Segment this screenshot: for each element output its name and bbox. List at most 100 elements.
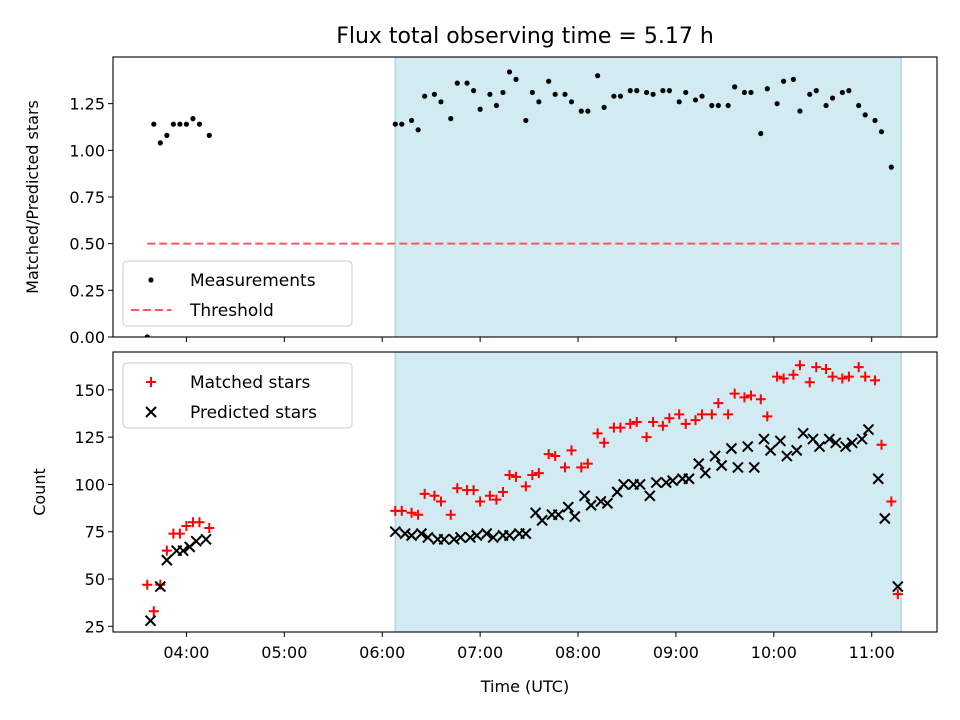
data-point	[520, 481, 531, 492]
data-point	[477, 106, 483, 112]
data-point	[876, 439, 887, 450]
data-point	[493, 102, 500, 109]
data-point	[464, 80, 470, 86]
data-point	[742, 440, 754, 453]
data-point	[723, 409, 734, 420]
data-point	[699, 93, 705, 99]
data-point	[546, 78, 552, 84]
legend-marker-dot	[148, 277, 154, 283]
data-point	[438, 533, 450, 546]
data-point	[774, 435, 787, 447]
y-tick-label: 1.00	[69, 141, 105, 160]
data-point	[762, 411, 773, 422]
data-point	[536, 99, 542, 105]
data-point	[674, 409, 685, 420]
data-point	[693, 457, 705, 470]
data-point	[399, 527, 411, 540]
data-point	[592, 428, 603, 439]
data-point	[157, 140, 163, 146]
data-point	[732, 461, 744, 474]
legend-label: Measurements	[190, 271, 316, 291]
data-point	[879, 512, 891, 525]
series-x	[144, 423, 904, 627]
y-tick-label: 75	[85, 523, 105, 542]
data-point	[657, 420, 668, 431]
data-point	[196, 121, 203, 127]
y-tick-label: 0.25	[69, 281, 105, 300]
data-point	[206, 132, 212, 138]
data-point	[774, 101, 780, 107]
data-point	[862, 112, 868, 118]
data-point	[823, 102, 829, 109]
data-point	[487, 91, 493, 97]
x-tick-label: 09:00	[653, 643, 699, 662]
x-tick-label: 07:00	[457, 643, 503, 662]
legend-label: Matched stars	[190, 373, 310, 393]
y-tick-label: 125	[74, 428, 105, 447]
legend-box	[122, 362, 353, 429]
data-point	[660, 476, 672, 489]
data-point	[429, 490, 440, 501]
data-point	[174, 528, 185, 539]
y-tick-label: 150	[74, 381, 105, 400]
data-point	[497, 487, 508, 497]
data-point	[491, 494, 502, 505]
data-point	[454, 531, 467, 544]
data-point	[419, 488, 430, 499]
data-point	[660, 88, 666, 94]
y-tick-label: 25	[85, 617, 105, 636]
data-point	[839, 440, 852, 453]
data-point	[413, 509, 424, 520]
data-point	[741, 89, 748, 96]
data-point	[790, 76, 797, 82]
data-point	[144, 334, 150, 337]
data-point	[161, 554, 173, 566]
data-point	[641, 432, 652, 443]
data-point	[644, 490, 656, 502]
data-point	[170, 121, 176, 127]
data-point	[595, 495, 607, 508]
legend: Measurements Threshold	[122, 260, 353, 327]
data-point	[475, 496, 486, 507]
data-point	[676, 99, 682, 105]
y-axis-label: Matched/Predicted stars	[23, 100, 42, 294]
data-point	[748, 89, 754, 96]
data-point	[745, 390, 756, 401]
data-point	[860, 371, 871, 382]
data-point	[408, 117, 415, 124]
data-point	[389, 526, 401, 538]
data-point	[468, 485, 479, 496]
data-point	[562, 501, 574, 513]
legend-marker-plus	[146, 377, 156, 387]
data-point	[566, 445, 577, 456]
data-point	[634, 88, 640, 94]
data-point	[601, 104, 607, 110]
data-point	[778, 373, 789, 384]
legend: Matched stars Predicted stars	[122, 362, 353, 429]
data-point	[878, 129, 885, 135]
data-point	[405, 529, 418, 542]
data-point	[781, 450, 793, 462]
data-point	[422, 531, 434, 544]
data-point	[725, 102, 731, 109]
data-point	[151, 121, 157, 127]
axes-frame	[112, 351, 938, 633]
data-point	[634, 478, 646, 491]
data-point	[559, 462, 570, 473]
data-point	[155, 579, 166, 590]
data-point	[422, 93, 428, 99]
data-point	[788, 369, 799, 380]
data-point	[764, 444, 777, 457]
data-point	[618, 478, 630, 491]
data-point	[445, 509, 456, 520]
data-point	[692, 97, 699, 103]
y-tick-label: 0.75	[69, 188, 105, 207]
data-point	[843, 371, 854, 382]
data-point	[683, 89, 689, 96]
data-point	[856, 433, 868, 445]
data-point	[713, 398, 724, 409]
data-point	[504, 469, 515, 480]
legend-box	[122, 260, 353, 327]
data-point	[650, 476, 663, 489]
data-point	[853, 362, 864, 373]
